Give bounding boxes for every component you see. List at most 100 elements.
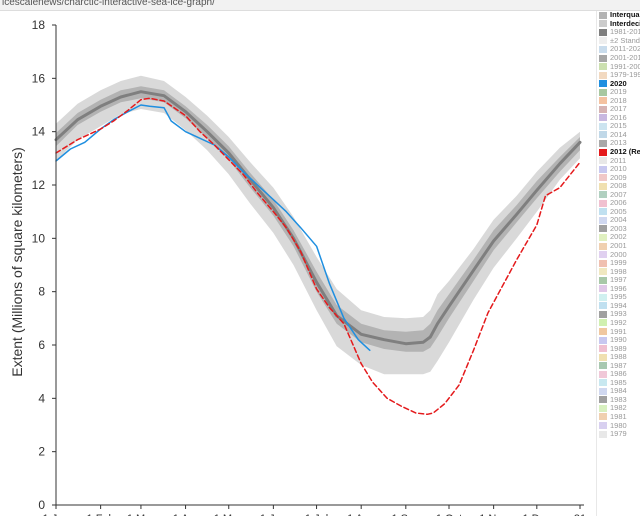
legend-item[interactable]: 2019	[597, 88, 640, 97]
y-tick-label: 8	[38, 285, 45, 299]
legend-item[interactable]: 2001	[597, 242, 640, 251]
x-tick-label: 1 Feb	[87, 513, 115, 516]
y-tick-label: 12	[32, 178, 46, 192]
legend-item[interactable]: 1999	[597, 259, 640, 268]
legend-swatch	[599, 71, 607, 79]
legend-item[interactable]: 1995	[597, 293, 640, 302]
legend-item[interactable]: 1993	[597, 310, 640, 319]
legend-item[interactable]: 2008	[597, 182, 640, 191]
legend-item[interactable]: 2009	[597, 173, 640, 182]
legend-swatch	[599, 302, 607, 310]
legend-item[interactable]: 1983	[597, 394, 640, 405]
legend-label: 1985	[610, 377, 627, 387]
legend-label: 1983	[610, 394, 627, 404]
legend-item[interactable]: 2002	[597, 233, 640, 242]
legend-item[interactable]: 2018	[597, 96, 640, 105]
legend-item[interactable]: 2014	[597, 130, 640, 140]
legend-swatch	[599, 182, 607, 190]
legend-swatch	[599, 28, 607, 36]
legend-item[interactable]: 1984	[597, 387, 640, 396]
legend-label: 1982	[610, 403, 627, 413]
legend-swatch	[599, 225, 607, 233]
legend-item[interactable]: 1986	[597, 370, 640, 379]
legend-item[interactable]: 1992	[597, 318, 640, 328]
browser-url-bar[interactable]: icescalenews/charctic-interactive-sea-ic…	[0, 0, 640, 11]
legend-item[interactable]: Interquartile Range	[597, 11, 640, 20]
legend-item[interactable]: 2000	[597, 250, 640, 259]
x-tick-label: 1 Apr	[173, 513, 199, 516]
legend-item[interactable]: 2001-2010	[597, 54, 640, 63]
legend-swatch	[599, 157, 607, 165]
legend-item[interactable]: 1997	[597, 276, 640, 285]
legend-item[interactable]: 1991	[597, 327, 640, 336]
legend-item[interactable]: 1985	[597, 377, 640, 388]
legend-label: Interdecile Range	[610, 18, 640, 28]
legend-label: 2004	[610, 215, 627, 225]
legend-label: 1993	[610, 309, 627, 319]
legend-swatch	[599, 131, 607, 139]
legend-item[interactable]: 1980	[597, 421, 640, 430]
legend-swatch	[599, 268, 607, 276]
legend-swatch	[599, 122, 607, 130]
legend-item[interactable]: 2003	[597, 223, 640, 234]
legend-item[interactable]: 2015	[597, 122, 640, 131]
legend-item[interactable]: 2011-2020	[597, 45, 640, 54]
legend-item[interactable]: 1994	[597, 301, 640, 311]
series-line-2012[interactable]	[55, 97, 581, 416]
legend-item[interactable]: Interdecile Range	[597, 18, 640, 29]
legend-label: 1996	[610, 283, 627, 293]
legend-item[interactable]: 1991-2000	[597, 62, 640, 71]
legend-label: Interquartile Range	[610, 11, 640, 20]
legend-item[interactable]: 1979	[597, 430, 640, 439]
legend-label: 2003	[610, 223, 627, 233]
legend-label: 2006	[610, 198, 627, 208]
legend-swatch	[599, 54, 607, 62]
legend-swatch	[599, 379, 607, 387]
legend-item[interactable]: 2016	[597, 113, 640, 123]
legend-item[interactable]: 2006	[597, 199, 640, 208]
legend-item[interactable]: ±2 Standard Deviations	[597, 36, 640, 46]
y-tick-label: 6	[38, 338, 45, 352]
x-tick-label: 1 Mar	[127, 513, 155, 516]
legend-swatch	[599, 45, 607, 53]
legend-swatch	[599, 413, 607, 421]
legend-swatch	[599, 105, 607, 113]
legend-swatch	[599, 88, 607, 96]
legend-swatch	[599, 114, 607, 122]
legend-swatch	[599, 37, 607, 45]
legend-item[interactable]: 1998	[597, 267, 640, 276]
legend-item[interactable]: 1979-1990	[597, 71, 640, 80]
legend-item[interactable]: 1981	[597, 412, 640, 422]
legend-item[interactable]: 1988	[597, 353, 640, 362]
series-lines	[54, 90, 582, 416]
legend-swatch	[599, 174, 607, 182]
legend-label: 2007	[610, 189, 627, 199]
legend-item[interactable]: 1981-2010 Average	[597, 28, 640, 37]
legend-label: 1989	[610, 343, 627, 353]
y-tick-label: 16	[32, 71, 46, 85]
legend-item[interactable]: 2011	[597, 156, 640, 165]
legend-item[interactable]: 1982	[597, 404, 640, 413]
legend-label: 2012 (Record Low)	[610, 147, 640, 157]
legend-item[interactable]: 1996	[597, 283, 640, 294]
legend-item[interactable]: 2004	[597, 216, 640, 225]
legend-item[interactable]: 2007	[597, 190, 640, 199]
legend-label: 1979-1990	[610, 70, 640, 80]
legend-item[interactable]: 2020	[597, 79, 640, 88]
x-tick-label: 1 Sep	[391, 513, 420, 516]
legend-item[interactable]: 1990	[597, 336, 640, 345]
legend-label: 2018	[610, 95, 627, 105]
legend-item[interactable]: 1989	[597, 344, 640, 353]
y-tick-label: 4	[38, 391, 45, 405]
y-tick-label: 0	[38, 498, 45, 512]
legend-swatch	[599, 396, 607, 404]
legend-item[interactable]: 2010	[597, 165, 640, 174]
legend-item[interactable]: 1987	[597, 361, 640, 370]
legend-item[interactable]: 2013	[597, 139, 640, 148]
legend-label: 2011	[610, 155, 627, 165]
legend-item[interactable]: 2017	[597, 105, 640, 114]
legend-item[interactable]: 2012 (Record Low)	[597, 148, 640, 157]
series-line-2020[interactable]	[55, 104, 371, 352]
legend-swatch	[599, 293, 607, 301]
legend-item[interactable]: 2005	[597, 207, 640, 217]
